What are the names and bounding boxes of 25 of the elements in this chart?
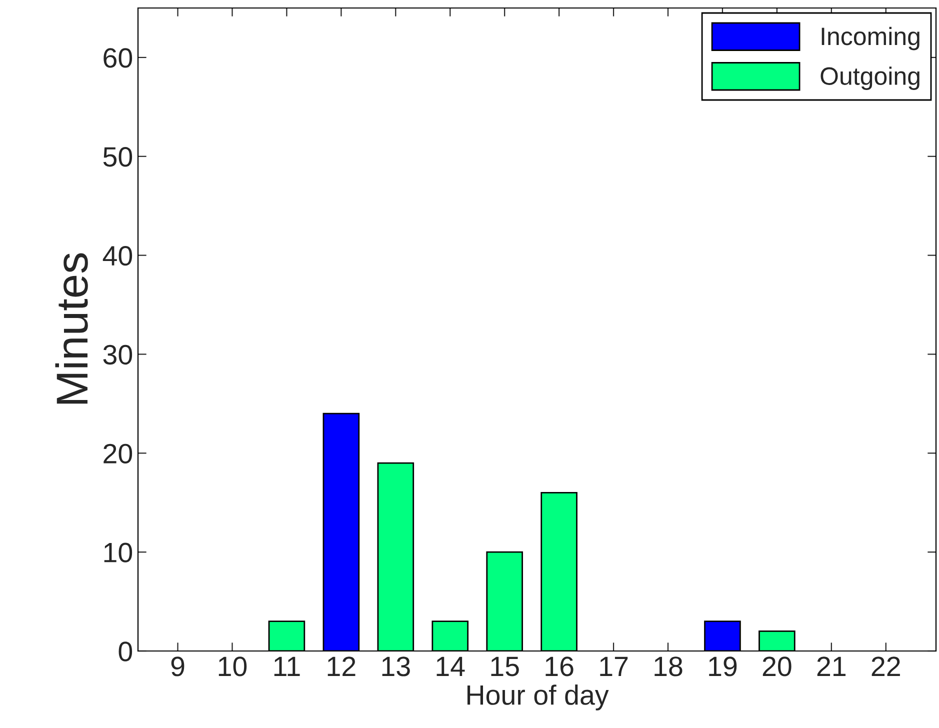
y-tick-label: 30	[103, 344, 132, 365]
x-tick-label: 20	[762, 656, 792, 676]
x-tick-label: 10	[218, 656, 247, 676]
x-tick-label: 17	[600, 656, 628, 676]
x-tick-label: 21	[817, 656, 846, 676]
legend-label: Incoming	[822, 26, 920, 50]
x-axis-title: Hour of day	[467, 684, 609, 710]
x-tick-label: 16	[546, 656, 574, 676]
x-tick-label: 9	[171, 656, 184, 676]
x-tick-label: 13	[382, 656, 410, 676]
legend-label: Outgoing	[820, 66, 920, 90]
y-axis-title: Minutes	[55, 253, 88, 404]
x-tick-label: 22	[872, 656, 900, 676]
y-tick-label: 10	[104, 542, 132, 562]
y-tick-label: 40	[102, 246, 132, 266]
y-tick-label: 0	[118, 642, 132, 662]
x-tick-label: 14	[436, 656, 465, 676]
y-tick-label: 60	[104, 48, 132, 68]
x-tick-label: 11	[274, 656, 300, 676]
y-tick-label: 50	[103, 147, 132, 167]
y-tick-label: 20	[104, 444, 132, 464]
x-tick-label: 12	[328, 656, 356, 676]
x-tick-label: 15	[491, 656, 519, 676]
x-tick-label: 18	[654, 656, 682, 676]
x-tick-label: 19	[709, 656, 737, 676]
